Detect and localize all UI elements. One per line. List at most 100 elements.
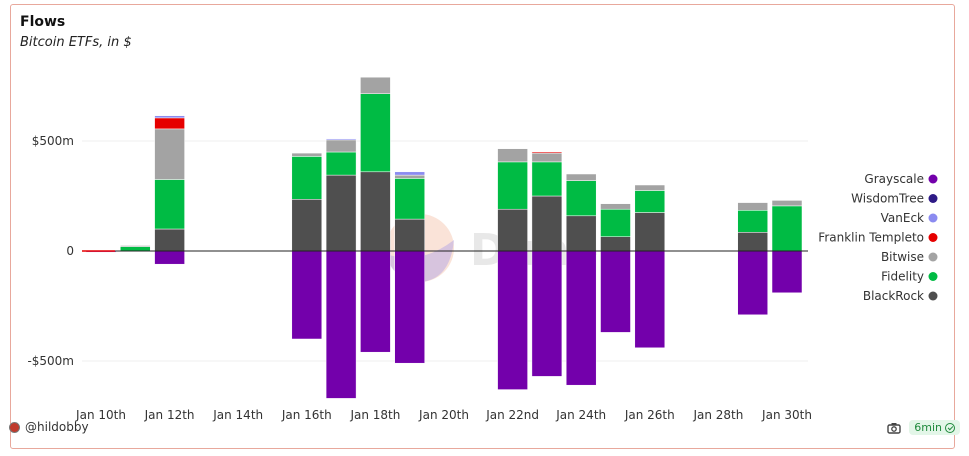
- bar-blackrock[interactable]: [291, 199, 323, 252]
- bar-grayscale[interactable]: [531, 250, 563, 377]
- bar-bitwise[interactable]: [737, 202, 768, 211]
- bar-grayscale[interactable]: [565, 250, 597, 386]
- bar-blackrock[interactable]: [531, 195, 563, 252]
- x-tick-label: Jan 12th: [144, 408, 195, 422]
- x-tick-label: Jan 24th: [555, 408, 606, 422]
- footer-actions: 6min: [887, 420, 960, 435]
- bar-fidelity[interactable]: [737, 210, 768, 233]
- user-avatar-icon: [9, 421, 20, 433]
- legend-label: Grayscale: [864, 172, 924, 186]
- legend-swatch-icon: [928, 174, 938, 184]
- bar-grayscale[interactable]: [360, 250, 391, 353]
- legend-label: VanEck: [881, 211, 924, 225]
- bar-fidelity[interactable]: [497, 161, 528, 210]
- legend-item-bitwise[interactable]: Bitwise: [881, 250, 938, 264]
- freshness-text: 6min: [914, 421, 942, 434]
- legend-label: WisdomTree: [851, 192, 924, 206]
- bar-blackrock[interactable]: [634, 212, 666, 252]
- legend-swatch-icon: [928, 233, 938, 242]
- chart-subtitle: Bitcoin ETFs, in $: [20, 35, 132, 50]
- legend-item-fidelity[interactable]: Fidelity: [881, 270, 938, 284]
- bar-grayscale[interactable]: [154, 250, 185, 265]
- bar-bitwise[interactable]: [325, 139, 357, 153]
- bar-bitwise[interactable]: [120, 245, 151, 247]
- y-tick-label: 0: [66, 244, 74, 258]
- freshness-badge: 6min: [909, 420, 960, 435]
- legend-item-franklin-templeto[interactable]: Franklin Templeto: [818, 231, 938, 245]
- bar-bitwise[interactable]: [600, 203, 631, 210]
- bar-bitwise[interactable]: [291, 152, 323, 157]
- x-tick-label: Jan 30th: [761, 408, 812, 422]
- bar-grayscale[interactable]: [771, 250, 803, 294]
- legend-item-blackrock[interactable]: BlackRock: [863, 289, 938, 303]
- check-circle-icon: [945, 422, 955, 433]
- bar-blackrock[interactable]: [600, 236, 631, 252]
- bar-fidelity[interactable]: [291, 156, 323, 200]
- bar-grayscale[interactable]: [325, 250, 357, 399]
- bar-grayscale[interactable]: [497, 250, 528, 390]
- bar-fidelity[interactable]: [120, 246, 151, 252]
- bar-blackrock[interactable]: [565, 215, 597, 252]
- x-tick-label: Jan 28th: [692, 408, 743, 422]
- x-tick-label: Jan 26th: [624, 408, 675, 422]
- y-tick-label: -$500m: [27, 354, 74, 368]
- camera-icon[interactable]: [887, 422, 901, 434]
- x-tick-label: Jan 16th: [281, 408, 332, 422]
- bar-vaneck[interactable]: [394, 171, 425, 176]
- bar-fidelity[interactable]: [394, 178, 425, 220]
- bar-grayscale[interactable]: [291, 250, 323, 340]
- bar-fidelity[interactable]: [565, 180, 597, 217]
- author-credit[interactable]: @hildobby: [9, 420, 89, 434]
- legend-label: Fidelity: [881, 270, 924, 284]
- bar-blackrock[interactable]: [360, 171, 391, 252]
- chart-title: Flows: [20, 14, 66, 30]
- bar-bitwise[interactable]: [497, 148, 528, 163]
- bar-fidelity[interactable]: [771, 205, 803, 252]
- author-name: @hildobby: [25, 420, 89, 434]
- bar-grayscale[interactable]: [737, 250, 768, 316]
- bar-fidelity[interactable]: [154, 179, 185, 230]
- bar-franklin-templeto[interactable]: [531, 151, 563, 154]
- bar-bitwise[interactable]: [531, 152, 563, 163]
- bar-fidelity[interactable]: [360, 93, 391, 173]
- x-tick-label: Jan 20th: [418, 408, 469, 422]
- legend-swatch-icon: [928, 252, 938, 262]
- bar-bitwise[interactable]: [360, 76, 391, 94]
- legend-item-wisdomtree[interactable]: WisdomTree: [851, 192, 938, 206]
- x-tick-label: Jan 22nd: [485, 408, 539, 422]
- bar-grayscale[interactable]: [634, 250, 666, 349]
- bar-fidelity[interactable]: [325, 151, 357, 176]
- legend-swatch-icon: [928, 213, 938, 223]
- legend-label: BlackRock: [863, 289, 924, 303]
- bar-bitwise[interactable]: [394, 174, 425, 179]
- bar-fidelity[interactable]: [634, 190, 666, 213]
- bar-bitwise[interactable]: [154, 128, 185, 180]
- bar-blackrock[interactable]: [154, 228, 185, 252]
- legend-swatch-icon: [928, 291, 938, 301]
- legend-label: Franklin Templeto: [818, 231, 924, 245]
- bar-bitwise[interactable]: [565, 173, 597, 181]
- bar-blackrock[interactable]: [737, 232, 768, 252]
- legend-item-grayscale[interactable]: Grayscale: [864, 172, 938, 186]
- bar-grayscale[interactable]: [394, 250, 425, 364]
- bar-fidelity[interactable]: [531, 161, 563, 197]
- bar-vaneck[interactable]: [154, 115, 185, 119]
- legend-label: Bitwise: [881, 250, 924, 264]
- bar-bitwise[interactable]: [771, 200, 803, 207]
- bar-franklin-templeto[interactable]: [154, 117, 185, 130]
- legend-swatch-icon: [928, 272, 938, 281]
- bar-bitwise[interactable]: [634, 184, 666, 191]
- bar-blackrock[interactable]: [325, 174, 357, 252]
- y-tick-label: $500m: [32, 134, 74, 148]
- bar-blackrock[interactable]: [394, 218, 425, 252]
- bar-grayscale[interactable]: [600, 250, 631, 333]
- x-tick-label: Jan 14th: [212, 408, 263, 422]
- x-tick-label: Jan 10th: [75, 408, 126, 422]
- bar-fidelity[interactable]: [600, 208, 631, 237]
- bar-blackrock[interactable]: [497, 208, 528, 252]
- x-tick-label: Jan 18th: [349, 408, 400, 422]
- legend-item-vaneck[interactable]: VanEck: [881, 211, 938, 225]
- legend-swatch-icon: [928, 194, 938, 203]
- bar-vaneck[interactable]: [325, 138, 357, 141]
